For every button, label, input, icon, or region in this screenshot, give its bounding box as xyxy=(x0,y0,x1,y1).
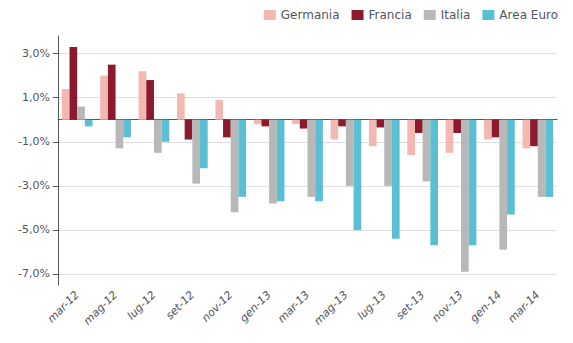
svg-text:set-12: set-12 xyxy=(163,288,197,322)
svg-text:nov-13: nov-13 xyxy=(429,288,465,324)
svg-text:Francia: Francia xyxy=(369,8,412,22)
svg-text:mar-13: mar-13 xyxy=(275,288,312,325)
svg-text:mag-12: mag-12 xyxy=(81,288,120,327)
svg-text:-5,0%: -5,0% xyxy=(18,223,50,236)
svg-text:lug-13: lug-13 xyxy=(355,288,389,322)
svg-text:mar-12: mar-12 xyxy=(45,288,82,325)
svg-text:lug-12: lug-12 xyxy=(125,288,159,322)
svg-text:gen-14: gen-14 xyxy=(468,288,505,325)
svg-text:mar-14: mar-14 xyxy=(505,288,542,325)
svg-text:Area Euro: Area Euro xyxy=(499,8,558,22)
svg-text:3,0%: 3,0% xyxy=(22,47,50,60)
svg-text:gen-13: gen-13 xyxy=(237,288,274,325)
svg-text:Italia: Italia xyxy=(441,8,471,22)
svg-text:-1,0%: -1,0% xyxy=(18,135,50,148)
svg-text:Germania: Germania xyxy=(281,8,340,22)
svg-text:1,0%: 1,0% xyxy=(22,91,50,104)
svg-text:nov-12: nov-12 xyxy=(199,288,235,324)
svg-text:set-13: set-13 xyxy=(393,288,427,322)
svg-text:-7,0%: -7,0% xyxy=(18,267,50,280)
svg-text:-3,0%: -3,0% xyxy=(18,179,50,192)
svg-text:mag-13: mag-13 xyxy=(311,288,350,327)
